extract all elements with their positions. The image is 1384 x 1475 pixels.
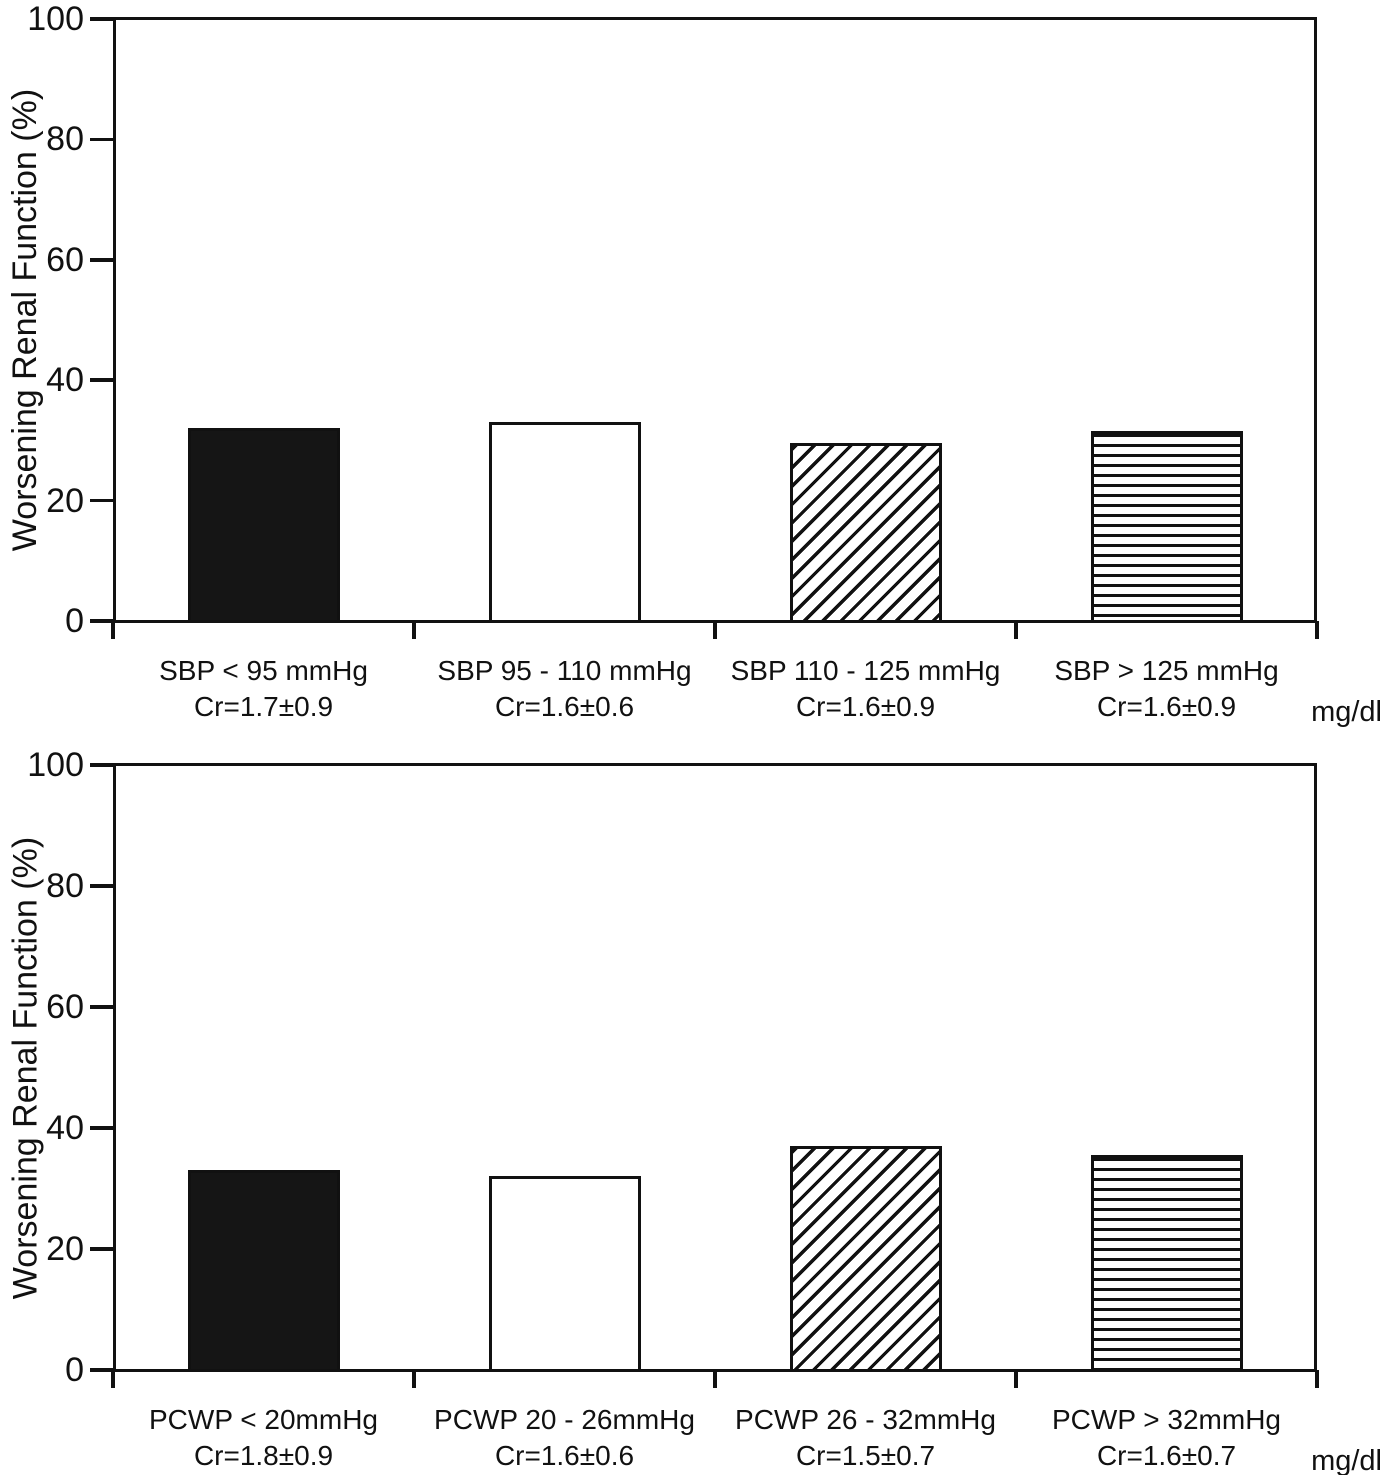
bar <box>789 443 942 623</box>
y-axis-tick-label: 40 <box>46 1109 84 1147</box>
y-axis-tick-label: 60 <box>46 240 84 279</box>
y-axis-tick <box>90 1247 113 1251</box>
category-label: SBP 110 - 125 mmHg <box>730 655 1001 686</box>
category-sublabel: Cr=1.5±0.7 <box>795 1440 936 1471</box>
y-axis-tick <box>90 884 113 888</box>
x-axis-tick <box>713 1370 717 1388</box>
category-label: PCWP 20 - 26mmHg <box>434 1404 695 1435</box>
y-axis-title: Worsening Renal Function (%) <box>6 88 44 552</box>
category-label: PCWP 26 - 32mmHg <box>735 1404 996 1435</box>
y-axis-tick-label: 0 <box>65 602 84 640</box>
y-axis-tick <box>90 1368 113 1372</box>
x-axis-tick <box>412 621 416 639</box>
x-axis-tick <box>1014 621 1018 639</box>
y-axis-tick-label: 100 <box>27 746 84 784</box>
y-axis-tick-label: 60 <box>46 988 84 1026</box>
category-sublabel: Cr=1.8±0.9 <box>193 1440 334 1471</box>
category-sublabel: Cr=1.6±0.7 <box>1096 1440 1237 1471</box>
x-axis-tick <box>1315 1370 1319 1388</box>
category-sublabel: Cr=1.6±0.9 <box>795 691 936 722</box>
category-label: SBP > 125 mmHg <box>1054 655 1279 686</box>
category-sublabel: Cr=1.6±0.9 <box>1096 691 1237 722</box>
x-axis-tick <box>111 1370 115 1388</box>
y-axis-tick <box>90 137 113 142</box>
x-axis-tick <box>111 621 115 639</box>
bar <box>488 1176 641 1372</box>
y-axis-tick <box>90 1005 113 1009</box>
y-axis-tick <box>90 378 113 382</box>
bar <box>789 1146 942 1372</box>
y-axis-tick-label: 100 <box>27 0 84 38</box>
pcwp-bar-chart: Worsening Renal Function (%) mg/dl 0 20 40… <box>0 747 1384 1475</box>
y-axis-tick <box>90 498 113 503</box>
category-sublabel: Cr=1.6±0.6 <box>494 1440 635 1471</box>
category-label: PCWP > 32mmHg <box>1052 1404 1281 1435</box>
x-axis-tick <box>1014 1370 1018 1388</box>
y-axis-tick-label: 80 <box>46 867 84 905</box>
bar <box>1090 431 1243 623</box>
y-axis-tick <box>90 619 113 623</box>
bar <box>187 428 340 623</box>
y-axis-tick <box>90 763 113 767</box>
category-label: SBP < 95 mmHg <box>159 655 368 686</box>
category-label: SBP 95 - 110 mmHg <box>437 655 692 686</box>
x-axis-tick <box>1315 621 1319 639</box>
unit-label: mg/dl <box>1311 1445 1382 1475</box>
y-axis-tick-label: 80 <box>46 120 84 159</box>
bar <box>488 422 641 623</box>
bar <box>187 1170 340 1372</box>
x-axis-tick <box>713 621 717 639</box>
sbp-bar-chart: Worsening Renal Function (%) mg/dl 0 20 40… <box>0 1 1384 735</box>
y-axis-tick <box>90 17 113 21</box>
y-axis-tick-label: 40 <box>46 361 84 400</box>
category-label: PCWP < 20mmHg <box>149 1404 378 1435</box>
y-axis-tick-label: 0 <box>65 1351 84 1389</box>
x-axis-tick <box>412 1370 416 1388</box>
bar <box>1090 1155 1243 1372</box>
category-sublabel: Cr=1.7±0.9 <box>193 691 334 722</box>
category-sublabel: Cr=1.6±0.6 <box>494 691 635 722</box>
y-axis-tick-label: 20 <box>46 481 84 520</box>
unit-label: mg/dl <box>1311 696 1382 728</box>
y-axis-tick-label: 20 <box>46 1230 84 1268</box>
y-axis-tick <box>90 258 113 262</box>
y-axis-tick <box>90 1126 113 1130</box>
y-axis-title: Worsening Renal Function (%) <box>6 836 44 1299</box>
